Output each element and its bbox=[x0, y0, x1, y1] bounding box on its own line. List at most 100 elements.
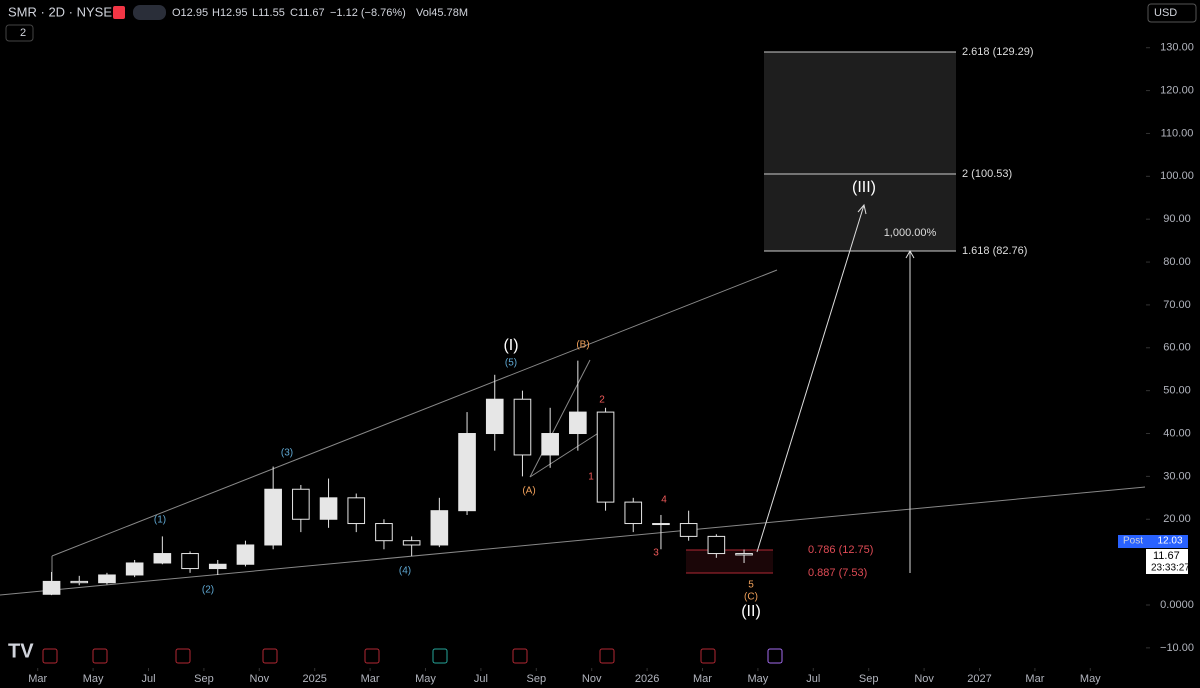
candle-body bbox=[652, 523, 670, 526]
annotation: 2 (100.53) bbox=[962, 168, 1012, 180]
annotation: 2.618 (129.29) bbox=[962, 46, 1034, 58]
y-tick-label: −10.00 bbox=[1160, 642, 1194, 654]
post-price: 12.03 bbox=[1157, 536, 1182, 547]
x-tick-label: Mar bbox=[693, 673, 712, 685]
currency-button[interactable] bbox=[1147, 3, 1197, 23]
change: −1.12 (−8.76%) bbox=[330, 7, 406, 19]
last-price: 11.67 bbox=[1153, 550, 1180, 562]
annotation: (B) bbox=[576, 340, 589, 351]
last-price-badge bbox=[1146, 549, 1188, 574]
projection-arrow bbox=[756, 204, 865, 553]
x-tick-label: Jul bbox=[141, 673, 155, 685]
x-tick-label: 2025 bbox=[302, 673, 326, 685]
annotation: 0.887 (7.53) bbox=[808, 567, 867, 579]
y-tick-label: 50.00 bbox=[1163, 385, 1191, 397]
x-tick-label: 2026 bbox=[635, 673, 659, 685]
post-badge bbox=[1118, 535, 1153, 548]
earnings-marker bbox=[92, 648, 108, 664]
candle-body bbox=[458, 433, 476, 512]
candle-body bbox=[513, 398, 532, 456]
earnings-marker bbox=[42, 648, 58, 664]
candle-body bbox=[707, 535, 726, 555]
wedge-upper bbox=[51, 269, 778, 557]
candle-body bbox=[70, 580, 89, 584]
y-tick-label: 30.00 bbox=[1163, 470, 1191, 482]
annotation: (III) bbox=[852, 179, 876, 196]
annotation: (I) bbox=[503, 337, 518, 354]
y-tick-label: 90.00 bbox=[1163, 213, 1191, 225]
annotation: 4 bbox=[661, 495, 667, 506]
candle-body bbox=[624, 501, 643, 525]
earnings-marker bbox=[700, 648, 716, 664]
annotation: 3 bbox=[653, 548, 659, 559]
earnings-marker bbox=[364, 648, 380, 664]
x-tick-label: Nov bbox=[914, 673, 934, 685]
candle-body bbox=[208, 563, 227, 570]
fib-box bbox=[764, 52, 956, 251]
candle-body bbox=[485, 398, 504, 435]
chart: 130.00120.00110.00100.0090.0080.0070.006… bbox=[0, 42, 1194, 685]
indicator-count[interactable]: 2 bbox=[20, 27, 26, 39]
annotation: (1) bbox=[154, 515, 166, 526]
annotation: 2 bbox=[599, 395, 605, 406]
earnings-marker bbox=[175, 648, 191, 664]
x-tick-label: Sep bbox=[194, 673, 214, 685]
annotation: (2) bbox=[202, 585, 214, 596]
channel-b bbox=[529, 431, 601, 478]
candle-body bbox=[181, 553, 199, 570]
x-tick-label: 2027 bbox=[967, 673, 991, 685]
flag-icon[interactable] bbox=[113, 6, 125, 19]
y-tick-label: 60.00 bbox=[1163, 342, 1191, 354]
y-tick-label: 130.00 bbox=[1160, 42, 1194, 54]
x-tick-label: Nov bbox=[582, 673, 602, 685]
indicator-toggle[interactable] bbox=[5, 24, 34, 42]
arrow-head bbox=[857, 203, 867, 215]
ohlc-high: H12.95 bbox=[212, 7, 247, 19]
annotation: 1,000.00% bbox=[884, 227, 937, 239]
x-tick-label: Mar bbox=[361, 673, 380, 685]
candle-body bbox=[541, 433, 559, 456]
wedge-lower bbox=[0, 486, 1146, 596]
y-tick-label: 0.0000 bbox=[1160, 599, 1194, 611]
x-tick-label: Mar bbox=[1025, 673, 1044, 685]
candle-body bbox=[430, 510, 449, 546]
annotation: (C) bbox=[744, 592, 758, 603]
annotation: (II) bbox=[741, 603, 761, 620]
volume: Vol45.78M bbox=[416, 7, 468, 19]
symbol[interactable]: SMR · 2D · NYSE bbox=[8, 4, 112, 19]
candle-body bbox=[596, 411, 615, 503]
earnings-marker bbox=[767, 648, 783, 664]
annotation: (4) bbox=[399, 566, 411, 577]
x-tick-label: May bbox=[748, 673, 769, 685]
annotation: 5 bbox=[748, 580, 754, 591]
earnings-marker bbox=[262, 648, 278, 664]
post-price-badge bbox=[1153, 535, 1188, 548]
annotation: (A) bbox=[522, 486, 535, 497]
logo[interactable]: TV bbox=[8, 640, 34, 662]
y-tick-label: 110.00 bbox=[1161, 127, 1194, 139]
candle-body bbox=[319, 497, 338, 520]
candle-body bbox=[98, 574, 116, 584]
candle-body bbox=[735, 553, 753, 556]
session-icon[interactable] bbox=[133, 5, 166, 20]
candle-body bbox=[375, 523, 393, 542]
candle-body bbox=[347, 497, 366, 525]
y-tick-label: 120.00 bbox=[1160, 84, 1194, 96]
y-tick-label: 70.00 bbox=[1163, 299, 1191, 311]
annotation: (5) bbox=[505, 358, 517, 369]
x-tick-label: May bbox=[1080, 673, 1101, 685]
x-tick-label: May bbox=[415, 673, 436, 685]
annotation: (3) bbox=[281, 448, 293, 459]
candle-body bbox=[679, 523, 698, 537]
currency[interactable]: USD bbox=[1154, 7, 1177, 19]
y-tick-label: 100.00 bbox=[1160, 170, 1194, 182]
candle-body bbox=[236, 544, 255, 565]
post-label: Post bbox=[1123, 536, 1143, 547]
y-tick-label: 20.00 bbox=[1163, 513, 1191, 525]
candle-body bbox=[264, 488, 282, 546]
countdown: 23:33:27 bbox=[1151, 563, 1190, 574]
fib-red-zone bbox=[686, 550, 773, 573]
annotation: 0.786 (12.75) bbox=[808, 544, 873, 556]
